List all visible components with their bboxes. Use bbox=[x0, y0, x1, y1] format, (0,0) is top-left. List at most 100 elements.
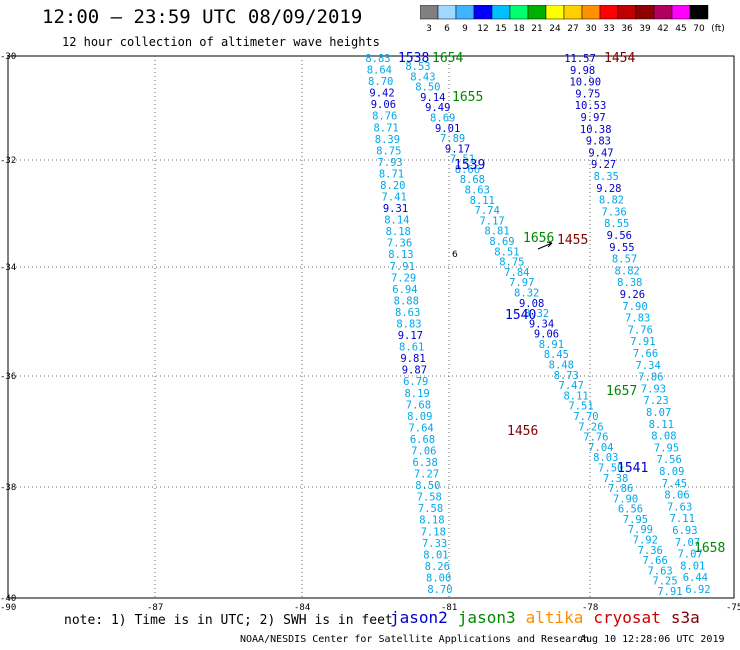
wave-height-label: 8.26 bbox=[425, 561, 450, 573]
lon-tick-label: -87 bbox=[147, 603, 163, 613]
lat-tick-label: -40 bbox=[0, 594, 16, 604]
note-text: note: 1) Time is in UTC; 2) SWH is in fe… bbox=[64, 613, 393, 628]
pass-time-label: 1538 bbox=[398, 51, 429, 66]
lat-tick-label: -32 bbox=[0, 156, 16, 166]
wave-height-label: 8.82 bbox=[615, 265, 640, 277]
wave-height-label: 6.56 bbox=[618, 504, 643, 516]
wave-height-label: 8.83 bbox=[365, 53, 390, 65]
wave-height-label: 10.53 bbox=[575, 100, 607, 112]
wave-height-label: 7.04 bbox=[588, 442, 613, 454]
map-frame bbox=[7, 55, 735, 599]
wave-height-label: 8.09 bbox=[659, 466, 684, 478]
wave-height-label: 7.86 bbox=[638, 372, 663, 384]
wave-height-label: 6.92 bbox=[685, 584, 710, 596]
wave-height-label: 8.19 bbox=[404, 388, 429, 400]
wave-height-label: 8.61 bbox=[399, 342, 424, 354]
wave-height-label: 8.20 bbox=[380, 180, 405, 192]
footer-timestamp: Aug 10 12:28:06 UTC 2019 bbox=[580, 634, 725, 645]
wave-height-label: 8.82 bbox=[599, 195, 624, 207]
lon-tick-label: -78 bbox=[582, 603, 598, 613]
wave-height-label: 6.79 bbox=[403, 376, 428, 388]
wave-height-label: 9.98 bbox=[570, 65, 595, 77]
wave-height-label: 7.23 bbox=[643, 395, 668, 407]
wave-height-label: 8.70 bbox=[427, 584, 452, 596]
wave-height-label: 7.26 bbox=[578, 421, 603, 433]
wave-height-label: 7.95 bbox=[623, 514, 648, 526]
wave-height-label: 7.29 bbox=[391, 272, 416, 284]
wave-height-label: 8.32 bbox=[514, 287, 539, 299]
wave-height-label: 8.70 bbox=[368, 76, 393, 88]
wave-height-label: 7.51 bbox=[568, 401, 593, 413]
wave-height-label: 7.89 bbox=[440, 133, 465, 145]
wave-height-label: 7.90 bbox=[613, 493, 638, 505]
wave-height-label: 9.27 bbox=[591, 159, 616, 171]
wave-height-label: 9.17 bbox=[445, 143, 470, 155]
page-subtitle: 12 hour collection of altimeter wave hei… bbox=[62, 35, 380, 49]
wave-height-label: 7.76 bbox=[628, 324, 653, 336]
wave-height-label: 7.86 bbox=[608, 483, 633, 495]
wave-height-label: 7.99 bbox=[628, 524, 653, 536]
wave-height-label: 8.11 bbox=[563, 390, 588, 402]
wave-height-label: 7.25 bbox=[652, 576, 677, 588]
colorbar-label: 33 bbox=[603, 24, 614, 34]
wave-height-label: 8.39 bbox=[375, 134, 400, 146]
wave-height-label: 9.26 bbox=[620, 289, 645, 301]
wave-height-label: 9.06 bbox=[371, 99, 396, 111]
wave-height-label: 8.76 bbox=[372, 111, 397, 123]
wave-height-label: 7.51 bbox=[450, 154, 475, 166]
wave-height-label: 8.51 bbox=[494, 246, 519, 258]
wave-height-label: 9.97 bbox=[580, 112, 605, 124]
lat-tick-label: -38 bbox=[0, 483, 16, 493]
wave-height-label: 8.50 bbox=[415, 82, 440, 94]
wave-height-label: 9.47 bbox=[588, 147, 613, 159]
wave-height-label: 8.01 bbox=[423, 549, 448, 561]
wave-height-label: 8.00 bbox=[426, 572, 451, 584]
colorbar-label: 6 bbox=[444, 24, 450, 34]
wave-height-label: 9.06 bbox=[534, 329, 559, 341]
wave-height-label: 7.36 bbox=[601, 206, 626, 218]
wave-height-label: 9.14 bbox=[420, 92, 445, 104]
page-title: 12:00 — 23:59 UTC 08/09/2019 bbox=[42, 6, 363, 28]
lon-tick-label: -81 bbox=[441, 603, 457, 613]
pass-time-label: 1657 bbox=[606, 384, 637, 399]
wave-height-label: 9.31 bbox=[383, 203, 408, 215]
wave-height-label: 8.35 bbox=[594, 171, 619, 183]
wave-height-label: 6.68 bbox=[410, 434, 435, 446]
altimeter-tracks: 8.838.648.709.429.068.768.718.398.757.93… bbox=[365, 53, 710, 598]
wave-height-label: 9.87 bbox=[402, 365, 427, 377]
wave-height-label: 8.45 bbox=[544, 349, 569, 361]
color-scale-bar: 3 6 9 12 15 18 21 24 27 30 33 36 39 42 45 70 (ft) bbox=[420, 5, 725, 34]
pass-time-label: 1654 bbox=[432, 51, 463, 66]
wave-height-label: 7.70 bbox=[573, 411, 598, 423]
wave-height-label: 9.01 bbox=[435, 123, 460, 135]
lat-tick-label: -30 bbox=[0, 52, 16, 62]
wave-height-label: 6.94 bbox=[392, 284, 417, 296]
wave-height-label: 7.27 bbox=[414, 469, 439, 481]
wave-height-label: 7.93 bbox=[377, 157, 402, 169]
wave-height-label: 9.17 bbox=[398, 330, 423, 342]
wave-height-label: 9.81 bbox=[400, 353, 425, 365]
wave-height-label: 7.58 bbox=[417, 492, 442, 504]
wave-height-label: 7.66 bbox=[633, 348, 658, 360]
wave-height-label: 7.64 bbox=[408, 422, 433, 434]
wave-height-label: 7.34 bbox=[636, 360, 661, 372]
wave-height-label: 8.06 bbox=[664, 490, 689, 502]
wave-height-label: 8.18 bbox=[386, 226, 411, 238]
wave-height-label: 7.06 bbox=[411, 445, 436, 457]
legend-item-s3a: s3a bbox=[670, 608, 700, 627]
wave-height-label: 7.66 bbox=[643, 555, 668, 567]
colorbar-label: 24 bbox=[549, 24, 561, 34]
colorbar-label: 15 bbox=[495, 24, 506, 34]
wave-height-label: 8.83 bbox=[396, 319, 421, 331]
legend-item-altika: altika bbox=[525, 608, 584, 627]
wave-height-label: 8.81 bbox=[484, 226, 509, 238]
wave-height-label: 7.45 bbox=[662, 478, 687, 490]
map-grid bbox=[8, 56, 734, 598]
pass-time-label: 1541 bbox=[617, 461, 648, 476]
wave-height-label: 8.55 bbox=[604, 218, 629, 230]
wave-height-label: 7.84 bbox=[504, 267, 529, 279]
wave-height-label: 7.95 bbox=[654, 442, 679, 454]
wave-height-label: 6.38 bbox=[413, 457, 438, 469]
wave-height-label: 8.66 bbox=[455, 164, 480, 176]
